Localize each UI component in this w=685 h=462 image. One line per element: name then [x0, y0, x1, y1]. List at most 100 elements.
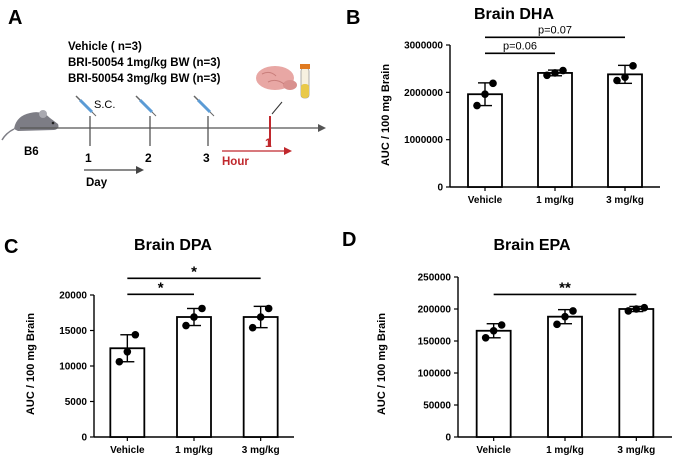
data-point [256, 313, 265, 321]
data-point [198, 304, 206, 313]
y-tick-label: 100000 [418, 369, 452, 380]
panel-letter-d: D [342, 229, 356, 251]
data-point [543, 71, 551, 80]
y-tick-label: 1000000 [404, 135, 443, 146]
y-tick-label: 3000000 [404, 41, 443, 52]
bar [475, 329, 512, 438]
data-point [115, 357, 124, 366]
y-tick-label: 20000 [59, 291, 87, 302]
data-point [489, 79, 497, 88]
data-point [264, 304, 273, 313]
chart-title: Brain DHA [474, 6, 554, 23]
data-point [613, 76, 621, 85]
data-point [621, 73, 629, 81]
x-tick-label: 3 mg/kg [242, 445, 280, 456]
panel-letter-b: B [346, 7, 360, 29]
day-arrowhead [136, 166, 144, 174]
bar [242, 316, 279, 438]
plot-area: 0 5000 10000 15000 20000 Vehicle 1 mg/kg 3 mg/k… [59, 263, 294, 456]
y-axis-label: AUC / 100 mg Brain [380, 64, 392, 166]
y-tick-label: 0 [81, 433, 87, 444]
y-tick-label: 150000 [418, 337, 452, 348]
chart-brain-epa: D Brain EPA AUC / 100 mg Brain 0 50000 100… [342, 229, 672, 456]
data-point [489, 326, 498, 335]
syringe-icon [193, 95, 215, 117]
x-tick-label: Vehicle [476, 445, 511, 456]
data-point [190, 313, 198, 321]
data-point [553, 320, 561, 329]
syringe-icon [75, 95, 97, 117]
y-tick-label: 200000 [418, 305, 452, 316]
significance-label: * [158, 279, 164, 296]
x-tick-label: Vehicle [468, 195, 503, 206]
brain-icon [256, 66, 297, 90]
data-point [248, 323, 257, 332]
x-tick-label: Vehicle [110, 445, 145, 456]
chart-title: Brain DPA [134, 237, 212, 254]
sample-tube-icon [300, 64, 310, 99]
x-tick-label: 1 mg/kg [536, 195, 574, 206]
y-tick-label: 0 [437, 183, 443, 194]
syringe-icon [135, 95, 157, 117]
data-point [497, 321, 506, 329]
data-point [569, 307, 577, 315]
bar [547, 315, 583, 438]
data-point [640, 303, 649, 312]
panel-letter-c: C [4, 236, 18, 258]
x-tick-label: 3 mg/kg [606, 195, 644, 206]
bar [607, 73, 643, 188]
data-point [481, 334, 490, 342]
group-1mg-label: BRI-50054 1mg/kg BW (n=3) [68, 57, 221, 69]
day-axis-label: Day [86, 177, 108, 189]
mouse-icon [1, 110, 59, 141]
data-point [182, 321, 190, 330]
plot-area: 0 50000 100000 150000 200000 250000 Vehicle 1 m… [418, 273, 672, 456]
day-tick-label-1: 1 [85, 151, 92, 165]
y-tick-label: 50000 [423, 401, 451, 412]
significance-label: * [191, 263, 197, 280]
data-point [123, 348, 132, 356]
y-tick-label: 15000 [59, 326, 87, 337]
y-tick-label: 250000 [418, 273, 452, 284]
data-point [629, 62, 637, 70]
y-axis-label: AUC / 100 mg Brain [376, 313, 388, 415]
chart-brain-dpa: C Brain DPA AUC / 100 mg Brain 0 5000 1000… [4, 236, 294, 456]
group-3mg-label: BRI-50054 3mg/kg BW (n=3) [68, 73, 221, 85]
y-tick-label: 0 [445, 433, 451, 444]
bar [537, 72, 573, 188]
chart-title: Brain EPA [493, 237, 571, 254]
day-tick-label-3: 3 [203, 151, 210, 165]
day-tick-label-2: 2 [145, 151, 152, 165]
significance-label: p=0.07 [538, 24, 572, 36]
bar [618, 308, 655, 438]
timeline-arrowhead [318, 124, 326, 132]
route-label: S.C. [94, 99, 115, 111]
data-point [481, 90, 489, 99]
hour-arrowhead [284, 147, 292, 155]
significance-label: ** [559, 279, 571, 296]
y-axis-label: AUC / 100 mg Brain [25, 313, 37, 415]
data-point [473, 101, 481, 110]
plot-area: 0 1000000 2000000 3000000 Vehicle 1 mg/kg 3 mg… [404, 24, 660, 206]
data-point [561, 312, 569, 321]
y-tick-label: 10000 [59, 362, 87, 373]
significance-label: p=0.06 [503, 40, 537, 52]
panel-letter-a: A [8, 7, 22, 29]
data-point [131, 330, 140, 339]
y-tick-label: 5000 [65, 397, 88, 408]
y-tick-label: 2000000 [404, 88, 443, 99]
hour-axis-label: Hour [222, 156, 249, 168]
bar [467, 93, 503, 188]
mouse-strain-label: B6 [24, 146, 39, 158]
chart-brain-dha: B Brain DHA AUC / 100 mg Brain 0 1000000 2… [346, 6, 660, 206]
data-point [551, 69, 559, 77]
schematic-panel: A Vehicle ( n=3) BRI-50054 1mg/kg BW (n=… [1, 7, 326, 189]
x-tick-label: 1 mg/kg [175, 445, 213, 456]
bar [176, 316, 212, 438]
sample-pointer [271, 101, 283, 115]
data-point [632, 305, 641, 313]
data-point [624, 307, 633, 315]
x-tick-label: 1 mg/kg [546, 445, 584, 456]
group-vehicle-label: Vehicle ( n=3) [68, 41, 142, 53]
